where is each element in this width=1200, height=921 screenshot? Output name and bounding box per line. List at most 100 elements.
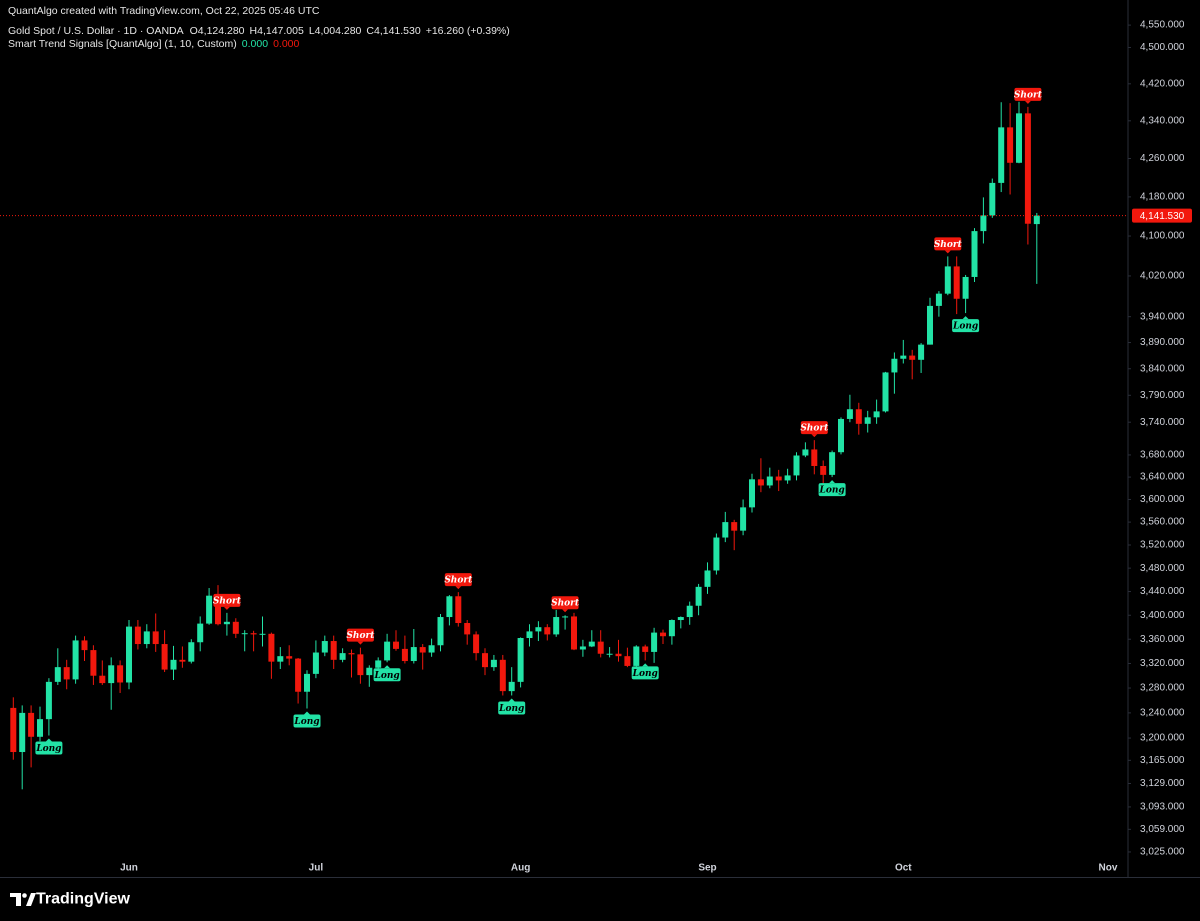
signal-text: Short bbox=[1014, 90, 1043, 100]
signal-text: Short bbox=[800, 424, 829, 434]
candle-body bbox=[891, 358, 898, 373]
candle-body bbox=[384, 641, 391, 661]
candle-body bbox=[624, 656, 631, 666]
signal-pointer bbox=[384, 665, 391, 669]
credit: QuantAlgo created with TradingView.com, … bbox=[8, 5, 320, 17]
candle-body bbox=[695, 586, 702, 606]
candle-body bbox=[962, 276, 969, 299]
signal-box bbox=[213, 593, 241, 607]
candle-body bbox=[873, 411, 880, 418]
candle-body bbox=[775, 476, 782, 481]
candle-body bbox=[713, 537, 720, 571]
y-tick-label: 4,180.000 bbox=[1140, 192, 1185, 203]
candle-body bbox=[161, 644, 168, 670]
signal-label: Long bbox=[952, 316, 980, 333]
y-tick-label: 3,280.000 bbox=[1140, 683, 1185, 694]
signal-pointer bbox=[223, 606, 230, 610]
signal-label: Short bbox=[346, 628, 375, 645]
signal-text: Long bbox=[952, 322, 978, 332]
candle-body bbox=[419, 647, 426, 653]
candle-body bbox=[401, 648, 408, 662]
brand-logo bbox=[10, 893, 36, 906]
candle-body bbox=[321, 641, 328, 653]
candle-body bbox=[615, 653, 622, 657]
candle-body bbox=[820, 465, 827, 475]
signal-box bbox=[818, 483, 846, 497]
signal-label: Long bbox=[374, 665, 401, 682]
y-tick-label: 3,025.000 bbox=[1140, 847, 1185, 858]
candle-body bbox=[562, 616, 569, 618]
candle-body bbox=[437, 617, 444, 646]
signal-text: Short bbox=[346, 631, 375, 641]
ohlc-value: +16.260 (+0.39%) bbox=[426, 25, 510, 37]
candle-body bbox=[846, 409, 853, 419]
y-tick-label: 4,500.000 bbox=[1140, 42, 1185, 53]
candle-body bbox=[464, 623, 471, 635]
candle-body bbox=[1033, 215, 1040, 225]
candle-body bbox=[446, 596, 453, 618]
candle-body bbox=[286, 656, 293, 659]
ohlc-value: L4,004.280 bbox=[309, 25, 362, 37]
y-tick-label: 3,129.000 bbox=[1140, 778, 1185, 789]
candle-body bbox=[668, 620, 675, 637]
y-tick-label: 3,840.000 bbox=[1140, 363, 1185, 374]
signal-box bbox=[498, 701, 526, 715]
candle-body bbox=[1007, 127, 1014, 163]
signal-text: Short bbox=[213, 596, 242, 606]
candle-body bbox=[633, 646, 640, 666]
candle-body bbox=[37, 719, 43, 737]
candle-body bbox=[179, 659, 186, 662]
y-tick-label: 3,240.000 bbox=[1140, 708, 1185, 719]
signal-label: Long bbox=[631, 663, 659, 680]
signal-pointer bbox=[1024, 100, 1031, 104]
signal-pointer bbox=[962, 316, 969, 320]
signal-text: Long bbox=[498, 704, 524, 714]
signal-box bbox=[631, 666, 659, 680]
y-tick-label: 3,790.000 bbox=[1140, 390, 1185, 401]
candle-body bbox=[232, 621, 239, 634]
y-tick-label: 3,740.000 bbox=[1140, 417, 1185, 428]
candle-body bbox=[277, 656, 284, 662]
y-tick-label: 3,320.000 bbox=[1140, 658, 1185, 669]
candle-body bbox=[517, 638, 524, 682]
y-tick-label: 3,680.000 bbox=[1140, 450, 1185, 461]
y-tick-label: 3,093.000 bbox=[1140, 802, 1185, 813]
candle-body bbox=[953, 266, 960, 299]
ohlc-value: O4,124.280 bbox=[190, 25, 245, 37]
candle-body bbox=[526, 631, 533, 639]
y-tick-label: 4,340.000 bbox=[1140, 115, 1185, 126]
signal-box bbox=[1014, 87, 1042, 101]
candle-body bbox=[731, 522, 738, 531]
candle-body bbox=[677, 617, 684, 621]
signal-pointer bbox=[357, 641, 364, 645]
signal-label: Short bbox=[213, 593, 242, 610]
candle-body bbox=[295, 658, 302, 692]
candle-body bbox=[989, 182, 996, 216]
signal-text: Long bbox=[374, 671, 400, 681]
indicator-name: Smart Trend Signals [QuantAlgo] (1, 10, … bbox=[8, 38, 237, 50]
signal-label: Short bbox=[800, 421, 829, 438]
candle-body bbox=[126, 626, 132, 683]
candle-body bbox=[535, 627, 542, 632]
candle-body bbox=[304, 673, 310, 692]
candle-body bbox=[19, 712, 26, 753]
signal-text: Short bbox=[444, 576, 473, 586]
candle-body bbox=[980, 215, 987, 232]
signal-box bbox=[551, 596, 579, 610]
candle-body bbox=[428, 645, 435, 653]
signal-pointer bbox=[508, 698, 515, 702]
candle-body bbox=[766, 476, 773, 486]
candle-body bbox=[838, 418, 844, 453]
logo-mark bbox=[10, 893, 21, 906]
candle-body bbox=[855, 409, 862, 424]
signal-label: Long bbox=[498, 698, 526, 715]
y-tick-label: 3,890.000 bbox=[1140, 337, 1185, 348]
candle-body bbox=[268, 633, 275, 662]
candle-body bbox=[152, 631, 159, 645]
candle-body bbox=[241, 633, 248, 635]
candle-body bbox=[108, 665, 115, 684]
candle-body bbox=[72, 640, 79, 680]
signal-text: Short bbox=[551, 599, 580, 609]
logo-mark bbox=[26, 893, 36, 906]
candle-body bbox=[1024, 113, 1031, 224]
